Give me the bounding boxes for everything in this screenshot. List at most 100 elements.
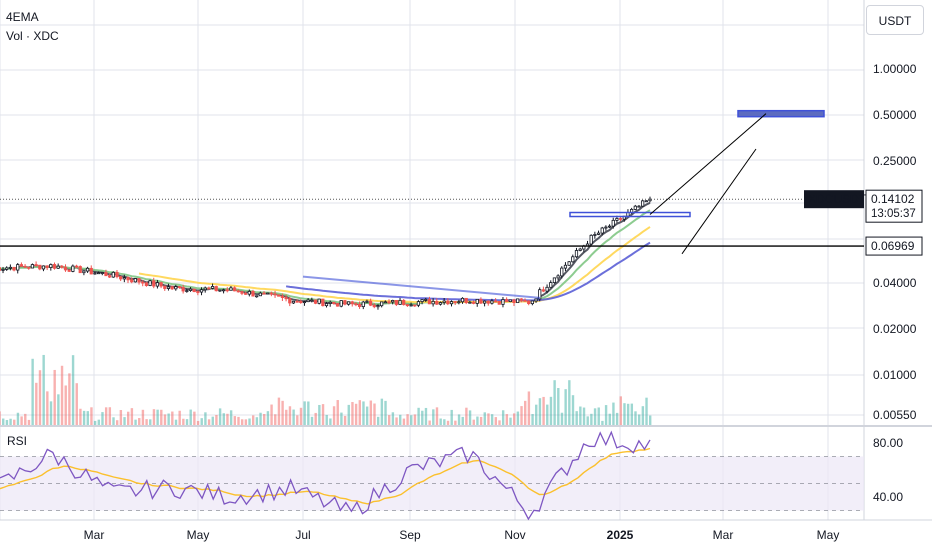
volume-bar — [505, 414, 509, 425]
volume-bar — [512, 413, 516, 425]
volume-bar — [112, 417, 115, 425]
volume-bar — [134, 419, 137, 425]
volume-bar — [123, 417, 126, 425]
volume-bar — [494, 417, 498, 425]
candle-body — [1, 269, 5, 271]
candle-body — [233, 287, 237, 292]
volume-bar — [384, 400, 387, 425]
volume-bar — [185, 419, 189, 425]
candle-body — [424, 298, 428, 301]
candle-body — [545, 286, 549, 292]
candle-body — [27, 266, 31, 269]
volume-bar — [71, 355, 75, 425]
drawing-tools — [0, 109, 864, 299]
candle-body — [357, 304, 362, 308]
volume-bar — [637, 414, 641, 425]
time-tick-label: Mar — [84, 528, 105, 542]
volume-bar — [538, 398, 542, 425]
candle-body — [71, 265, 75, 272]
candle-body — [479, 298, 483, 304]
volume-bar — [402, 418, 406, 425]
candle-body — [78, 266, 82, 274]
candle-body — [339, 300, 343, 307]
candle-body — [269, 292, 273, 295]
volume-bar — [152, 409, 156, 425]
candle-body — [471, 301, 476, 304]
candle-body — [589, 234, 593, 245]
candle-body — [438, 302, 443, 305]
volume-bar — [145, 419, 148, 425]
candle-body — [210, 286, 215, 289]
volume-bar — [649, 415, 652, 425]
candle-body — [376, 305, 380, 308]
candle-body — [225, 289, 229, 292]
volume-bar — [376, 416, 380, 425]
candle-body — [262, 292, 266, 295]
volume-bar — [16, 412, 20, 425]
candle-body — [552, 277, 557, 283]
candle-body — [402, 299, 406, 306]
candle-body — [596, 232, 601, 235]
volume-bar — [288, 406, 292, 425]
volume-bar — [255, 417, 259, 425]
volume-bar — [138, 418, 141, 425]
level-price-label: 0.06969 — [871, 239, 915, 253]
candle-body — [288, 298, 292, 304]
candle-body — [0, 267, 1, 271]
candle-body — [618, 218, 623, 220]
candle-body — [122, 277, 126, 280]
candle-body — [387, 301, 391, 304]
volume-bar — [79, 408, 82, 425]
time-tick-label: Mar — [713, 528, 734, 542]
price-tick-label: 0.25000 — [873, 154, 917, 168]
candle-body — [354, 303, 358, 306]
volume-bar — [303, 401, 306, 425]
volume-bar — [509, 417, 512, 425]
volume-bar — [160, 409, 163, 425]
volume-bar — [531, 413, 534, 425]
volume-bar — [310, 416, 314, 425]
candle-body — [108, 275, 112, 278]
candle-body — [155, 282, 160, 287]
candle-body — [427, 298, 432, 305]
volume-bar — [281, 400, 284, 425]
candle-body — [255, 295, 259, 298]
candle-body — [435, 300, 439, 305]
volume-bar — [468, 410, 472, 425]
volume-bar — [593, 408, 597, 425]
price-tick-label: 0.04000 — [873, 276, 917, 290]
candle-body — [541, 289, 545, 292]
currency-selector-button[interactable]: USDT — [866, 5, 924, 35]
candle-body — [16, 264, 20, 271]
ema-line-medium — [0, 209, 651, 306]
volume-bar — [46, 391, 49, 425]
candle-body — [527, 300, 531, 305]
volume-bar — [461, 416, 464, 425]
time-tick-label: May — [187, 528, 210, 542]
volume-bar — [156, 409, 159, 425]
candle-body — [126, 277, 130, 281]
volume-bar — [229, 410, 233, 425]
volume-bar — [97, 419, 101, 425]
volume-bar — [406, 414, 409, 425]
projection-line — [681, 148, 757, 255]
volume-bar — [601, 420, 604, 425]
candle-body — [229, 287, 233, 291]
candle-body — [218, 289, 222, 292]
candle-body — [549, 282, 553, 288]
volume-bar — [608, 413, 611, 425]
volume-bar — [457, 414, 461, 425]
volume-bar — [623, 403, 626, 425]
volume-bar — [141, 409, 145, 425]
volume-bar — [476, 416, 479, 425]
time-tick-label: May — [817, 528, 840, 542]
candle-body — [313, 299, 318, 304]
candle-body — [251, 291, 255, 297]
candle-body — [442, 300, 446, 303]
candle-body — [604, 226, 608, 229]
volume-bar — [266, 411, 270, 425]
candle-body — [104, 272, 108, 277]
candle-body — [181, 287, 185, 292]
candle-body — [174, 286, 178, 290]
